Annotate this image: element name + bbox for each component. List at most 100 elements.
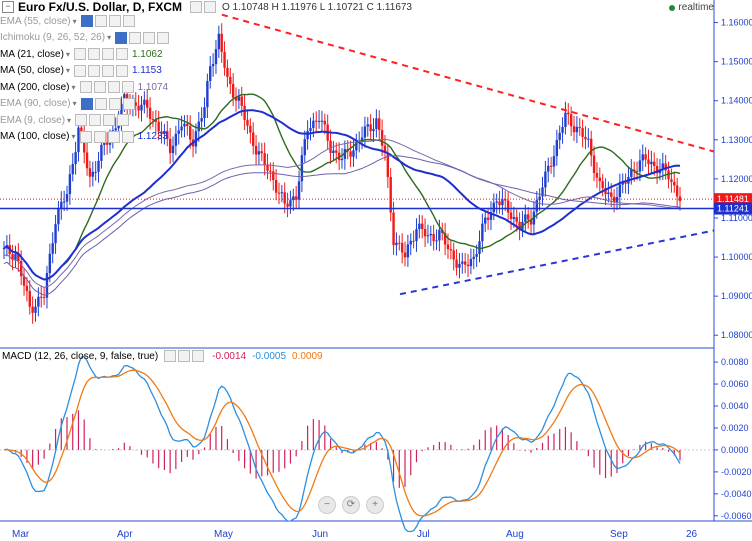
eye-icon[interactable] <box>89 114 102 126</box>
candle-body <box>277 192 281 194</box>
indicator-row[interactable]: EMA (90, close) ▾ <box>0 97 135 111</box>
support-label: 1.11241 <box>717 204 749 214</box>
gear-icon[interactable] <box>101 64 114 77</box>
candle-body <box>429 233 432 236</box>
indicator-row[interactable]: EMA (55, close) ▾ <box>0 14 135 28</box>
zoom-in-icon[interactable]: + <box>366 496 384 514</box>
eye-icon[interactable] <box>204 1 217 13</box>
close-icon[interactable] <box>157 31 170 44</box>
macd-label: MACD (12, 26, close, 9, false, true) <box>2 350 159 362</box>
candle-body <box>624 182 627 184</box>
gear-icon[interactable] <box>101 48 114 60</box>
chevron-down-icon[interactable]: ▾ <box>107 33 112 42</box>
chevron-down-icon[interactable]: ▾ <box>65 49 70 59</box>
candle-body <box>260 151 263 154</box>
macd-close-icon[interactable] <box>192 350 205 362</box>
indicator-row[interactable]: MA (50, close) ▾ 1.1153 <box>0 64 162 78</box>
close-icon[interactable] <box>121 130 134 143</box>
chevron-down-icon[interactable]: ▾ <box>72 16 77 26</box>
candle-body <box>360 137 364 142</box>
gear-icon[interactable] <box>107 81 120 93</box>
price-tick-label: 1.15000 <box>721 57 752 67</box>
chevron-down-icon[interactable]: ▾ <box>71 82 76 92</box>
gear-icon[interactable] <box>143 31 156 44</box>
eye-icon[interactable] <box>93 81 106 93</box>
eye-icon[interactable] <box>87 64 100 77</box>
candle-body <box>398 242 401 244</box>
candle-body <box>610 192 613 197</box>
candle-body <box>140 104 143 111</box>
eye-icon[interactable] <box>94 15 107 27</box>
candle-body <box>469 258 473 267</box>
candle-body <box>211 64 215 67</box>
settings-icon[interactable] <box>75 114 88 126</box>
candle-body <box>655 166 659 174</box>
settings-icon[interactable] <box>80 97 93 110</box>
candle-body <box>432 233 435 242</box>
candle-body <box>349 151 352 157</box>
candle-body <box>426 235 430 237</box>
candle-body <box>635 170 639 172</box>
candle-body <box>466 264 470 267</box>
candle-body <box>25 285 29 291</box>
candle-body <box>595 173 599 178</box>
settings-icon[interactable] <box>80 15 93 27</box>
candle-body <box>541 187 544 197</box>
chevron-down-icon[interactable]: ▾ <box>71 132 76 141</box>
eye-icon[interactable] <box>129 31 142 44</box>
indicator-row[interactable]: MA (200, close) ▾ 1.1074 <box>0 80 168 94</box>
candle-body <box>37 296 40 307</box>
candle-body <box>320 120 324 122</box>
settings-icon[interactable] <box>79 130 92 143</box>
candle-body <box>197 121 200 132</box>
last-price-label: 1.11481 <box>717 194 749 204</box>
candle-body <box>406 244 410 258</box>
candle-body <box>549 165 553 167</box>
settings-icon[interactable] <box>73 48 86 60</box>
candle-body <box>157 121 160 132</box>
zoom-out-icon[interactable]: − <box>318 496 336 514</box>
gear-icon[interactable] <box>108 15 121 27</box>
candle-body <box>88 168 92 177</box>
indicator-row[interactable]: Ichimoku (9, 26, 52, 26) ▾ <box>0 31 170 45</box>
macd-settings-icon[interactable] <box>164 350 177 362</box>
candle-body <box>40 296 43 298</box>
gear-icon[interactable] <box>107 130 120 143</box>
realtime-indicator: realtime <box>669 2 714 13</box>
indicator-row[interactable]: MA (21, close) ▾ 1.1062 <box>0 47 163 61</box>
candle-body <box>94 171 97 173</box>
close-icon[interactable] <box>121 81 134 93</box>
price-tick-label: 1.08000 <box>721 330 752 340</box>
settings-icon[interactable] <box>115 31 128 44</box>
macd-eye-icon[interactable] <box>178 350 191 362</box>
candle-body <box>263 153 266 165</box>
chevron-down-icon[interactable]: ▾ <box>72 99 77 108</box>
eye-icon[interactable] <box>93 130 106 143</box>
candle-body <box>486 217 490 220</box>
close-icon[interactable] <box>122 15 135 27</box>
collapse-icon[interactable]: − <box>2 1 14 13</box>
close-icon[interactable] <box>115 48 128 60</box>
eye-icon[interactable] <box>94 97 107 110</box>
settings-icon[interactable] <box>79 81 92 93</box>
indicator-row[interactable]: MA (100, close) ▾ 1.1233 <box>0 130 168 144</box>
gear-icon[interactable] <box>108 97 121 110</box>
chevron-down-icon[interactable]: ▾ <box>67 115 72 125</box>
reset-icon[interactable]: ⟳ <box>342 496 360 514</box>
close-icon[interactable] <box>122 97 135 110</box>
candle-body <box>168 138 172 154</box>
eye-icon[interactable] <box>87 48 100 60</box>
close-icon[interactable] <box>115 64 128 77</box>
candle-body <box>323 120 327 125</box>
candle-body <box>266 164 269 171</box>
close-icon[interactable] <box>117 114 130 126</box>
chevron-down-icon[interactable]: ▾ <box>65 66 70 75</box>
gear-icon[interactable] <box>103 114 116 126</box>
candle-body <box>272 171 275 181</box>
candle-body <box>329 140 332 154</box>
candle-body <box>575 126 579 133</box>
settings-icon[interactable] <box>73 64 86 77</box>
settings-icon[interactable] <box>190 1 203 13</box>
indicator-row[interactable]: EMA (9, close) ▾ <box>0 113 130 127</box>
